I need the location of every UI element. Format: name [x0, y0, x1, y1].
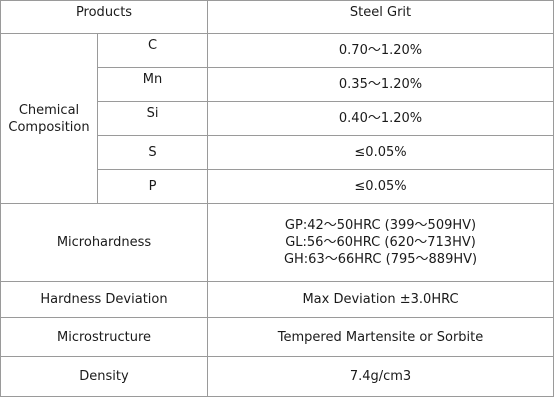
hardness-deviation-value: Max Deviation ±3.0HRC	[207, 281, 555, 318]
microhardness-value-gp: GP:42～50HRC (399～509HV)	[284, 218, 477, 233]
composition-row-c: Chemical Composition C 0.70～1.20%	[0, 33, 555, 204]
element-symbol: Mn	[96, 67, 209, 102]
microhardness-values: GP:42～50HRC (399～509HV) GL:56～60HRC (620…	[207, 203, 555, 282]
header-row: Products Steel Grit	[0, 0, 555, 34]
hardness-deviation-row: Hardness Deviation Max Deviation ±3.0HRC	[0, 281, 555, 318]
element-symbol: Si	[96, 101, 209, 136]
microstructure-row: Microstructure Tempered Martensite or So…	[0, 317, 555, 357]
element-symbol: S	[96, 135, 209, 170]
chemical-composition-label: Chemical Composition	[0, 33, 98, 204]
density-row: Density 7.4g/cm3	[0, 356, 555, 397]
composition-row-s: S ≤0.05%	[1, 135, 555, 170]
density-label: Density	[0, 356, 209, 397]
element-value: ≤0.05%	[207, 169, 555, 204]
microstructure-label: Microstructure	[0, 317, 209, 357]
microstructure-value: Tempered Martensite or Sorbite	[207, 317, 555, 357]
element-value: 0.70～1.20%	[207, 33, 555, 68]
header-products: Products	[0, 0, 209, 34]
microhardness-value-gh: GH:63～66HRC (795～889HV)	[283, 252, 478, 267]
element-value: 0.35～1.20%	[207, 67, 555, 102]
density-value: 7.4g/cm3	[207, 356, 555, 397]
steel-grit-spec-table: Products Steel Grit Chemical Composition…	[0, 0, 555, 397]
microhardness-row: Microhardness GP:42～50HRC (399～509HV) GL…	[0, 203, 555, 282]
microhardness-label: Microhardness	[0, 203, 209, 282]
element-symbol: C	[96, 33, 209, 68]
header-steel-grit: Steel Grit	[207, 0, 555, 34]
chemical-composition-label-line2: Composition	[8, 119, 90, 135]
microhardness-value-gl: GL:56～60HRC (620～713HV)	[285, 235, 476, 250]
element-value: 0.40～1.20%	[207, 101, 555, 136]
composition-row-mn: Mn 0.35～1.20%	[1, 67, 555, 102]
element-value: ≤0.05%	[207, 135, 555, 170]
element-symbol: P	[96, 169, 209, 204]
hardness-deviation-label: Hardness Deviation	[0, 281, 209, 318]
chemical-composition-label-line1: Chemical	[18, 102, 80, 118]
